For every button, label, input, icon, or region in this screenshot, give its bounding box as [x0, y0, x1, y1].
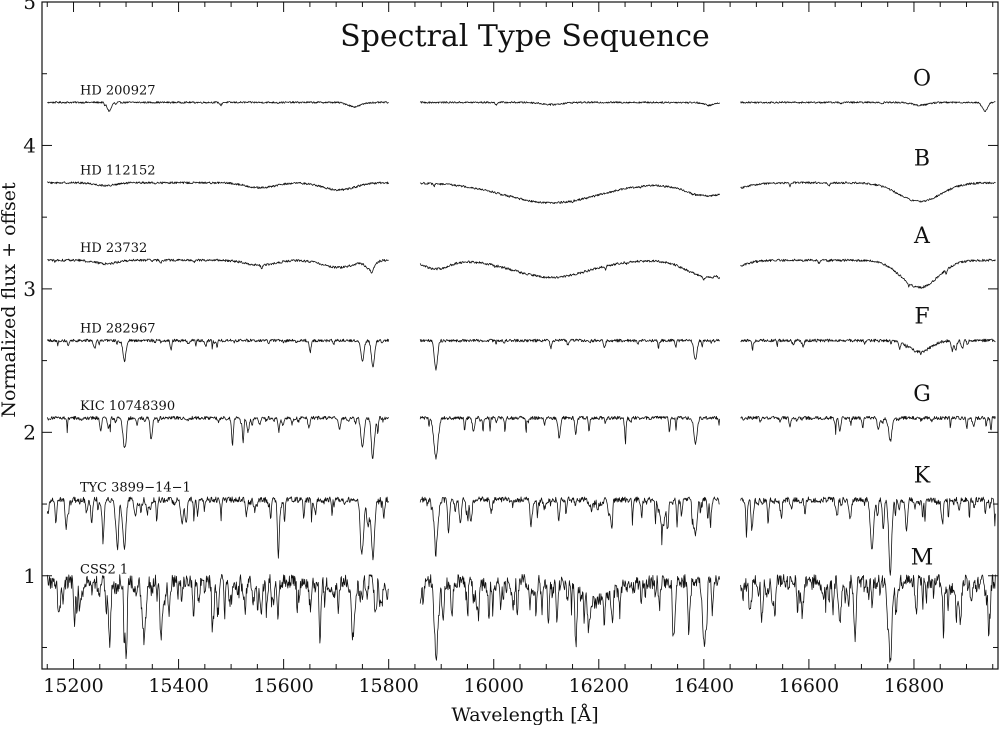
spectrum-line	[740, 338, 996, 356]
x-tick-label: 15800	[358, 675, 418, 697]
y-tick-label: 5	[23, 0, 36, 14]
spectrum-line	[46, 338, 390, 368]
star-name-label: HD 282967	[80, 322, 156, 337]
star-name-label: HD 23732	[80, 241, 147, 256]
x-tick-label: 16200	[569, 675, 629, 697]
spectrum-line	[46, 496, 390, 561]
star-name-label: TYC 3899−14−1	[80, 481, 191, 496]
x-tick-label: 15600	[253, 675, 313, 697]
star-name-label: CSS2 1	[80, 563, 128, 578]
spectrum-line	[419, 101, 720, 107]
x-tick-label: 16000	[464, 675, 524, 697]
spectral-type-label: F	[914, 305, 929, 330]
spectrum-line	[740, 574, 996, 663]
spectrum-line	[46, 415, 389, 459]
spectral-type-label: G	[913, 382, 931, 407]
spectral-type-label: K	[914, 464, 931, 489]
x-tick-label: 16400	[674, 675, 734, 697]
spectrum-line	[740, 496, 996, 576]
spectral-type-label: M	[911, 546, 934, 571]
spectrum-line	[419, 338, 720, 371]
y-axis-ticks: 1 2 3 4 5	[23, 0, 998, 648]
chart-title: Spectral Type Sequence	[340, 19, 710, 54]
spectrum-line	[46, 574, 389, 660]
x-axis-label: Wavelength [Å]	[451, 704, 598, 725]
x-axis-ticks: 15200 15400 15600 15800 16000 16200 16400 16600…	[43, 2, 994, 697]
spectral-type-label: A	[913, 224, 931, 249]
spectrum-line	[419, 415, 720, 460]
spectrum-line	[740, 258, 996, 289]
spectrum-line	[47, 101, 389, 112]
spectrum-line	[740, 101, 996, 112]
y-tick-label: 1	[23, 564, 36, 588]
spectrum-line	[419, 259, 720, 281]
spectrum-line	[740, 415, 996, 442]
x-tick-label: 15200	[43, 675, 103, 697]
spectrum-line	[419, 496, 720, 557]
y-tick-label: 2	[23, 420, 36, 444]
star-name-label: HD 112152	[80, 164, 156, 179]
y-tick-label: 4	[23, 133, 36, 157]
y-axis-label: Normalized flux + offset	[0, 182, 20, 418]
x-tick-label: 15400	[148, 675, 208, 697]
y-tick-label: 3	[23, 277, 36, 301]
spectra-lines	[46, 101, 996, 663]
star-name-label: KIC 10748390	[80, 399, 175, 414]
x-tick-label: 16800	[884, 675, 944, 697]
spectrum-line	[419, 181, 720, 205]
x-tick-label: 16600	[779, 675, 839, 697]
spectrum-line	[740, 181, 996, 203]
spectral-type-label: O	[913, 66, 931, 91]
spectrum-line	[47, 181, 389, 192]
spectral-type-label: B	[914, 147, 930, 172]
spectrum-line	[419, 573, 720, 661]
spectrum-line	[47, 258, 389, 274]
series-labels: HD 200927 O HD 112152 B HD 23732 A HD 282967 F K…	[80, 66, 933, 577]
star-name-label: HD 200927	[80, 83, 156, 98]
